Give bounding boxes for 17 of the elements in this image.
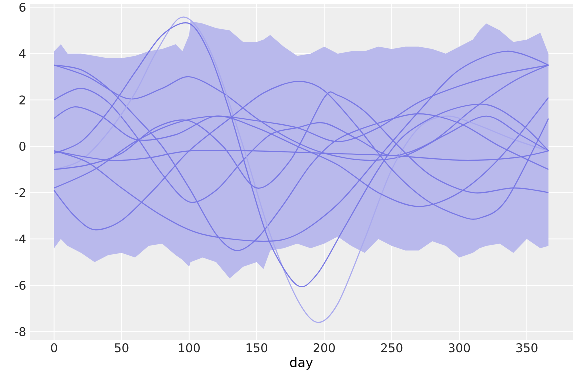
x-tick-label: 200: [314, 344, 336, 353]
x-tick-label: 150: [246, 344, 268, 353]
y-tick-label: 0: [20, 142, 26, 152]
y-tick-label: 2: [20, 96, 26, 105]
x-tick-label: 250: [381, 344, 403, 353]
y-tick-label: -8: [15, 327, 26, 336]
y-tick-label: -4: [15, 234, 26, 244]
y-tick-label: 6: [20, 2, 26, 12]
y-tick-label: -2: [15, 188, 26, 198]
y-tick-label: 4: [19, 49, 26, 58]
x-tick-label: 50: [115, 344, 129, 353]
x-tick-label: 300: [449, 344, 470, 353]
x-tick-label: 0: [51, 344, 58, 353]
x-axis-title: day: [290, 357, 314, 370]
x-tick-label: 100: [179, 344, 200, 353]
x-tick-label: 350: [516, 344, 538, 353]
y-tick-label: -6: [15, 281, 26, 290]
